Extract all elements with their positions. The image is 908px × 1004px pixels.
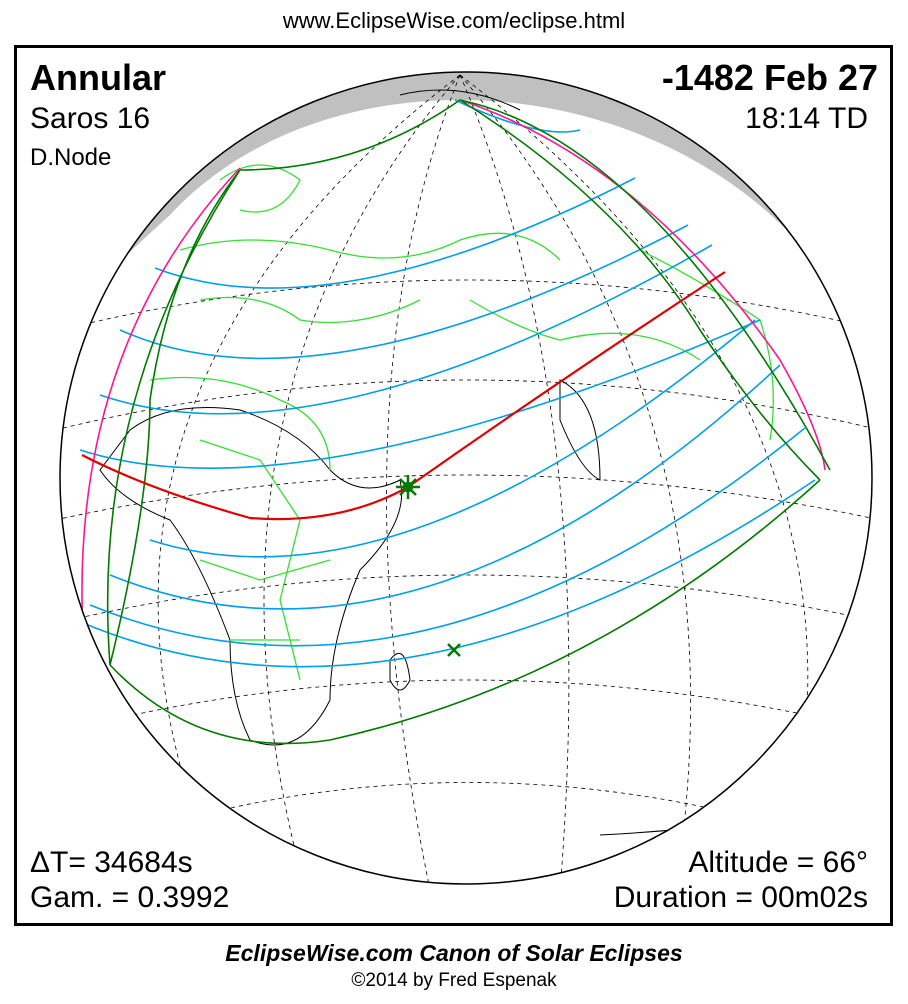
eclipse-type: Annular (30, 57, 167, 98)
footer-title: EclipseWise.com Canon of Solar Eclipses (225, 940, 683, 966)
eclipse-time: 18:14 TD (745, 102, 868, 135)
greatest-duration-x-icon (447, 643, 461, 657)
greatest-eclipse-star-icon (396, 475, 420, 499)
hourly-path-lines (75, 99, 816, 668)
limit-left-loop (106, 169, 241, 666)
source-url[interactable]: www.EclipseWise.com/eclipse.html (282, 8, 626, 33)
eclipse-date: -1482 Feb 27 (661, 57, 878, 98)
duration: Duration = 00m02s (613, 881, 868, 914)
saros: Saros 16 (30, 102, 151, 135)
node: D.Node (30, 144, 112, 171)
graticule (60, 74, 872, 884)
gamma: Gam. = 0.3992 (30, 881, 230, 914)
delta-t: ΔT= 34684s (30, 846, 193, 879)
rise-set-limit-left (81, 167, 241, 666)
northern-limit (239, 99, 831, 481)
southern-limit (109, 479, 821, 745)
globe-outline (59, 71, 873, 885)
altitude: Altitude = 66° (688, 846, 868, 879)
central-line (81, 271, 726, 521)
footer-copyright: ©2014 by Fred Espenak (351, 970, 557, 991)
rise-set-limit-right (459, 99, 826, 471)
map-frame (14, 45, 893, 926)
